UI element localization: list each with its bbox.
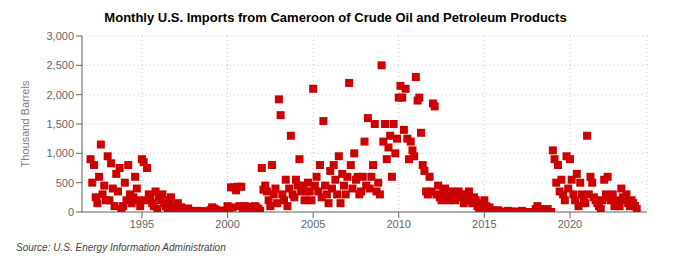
svg-text:Thousand Barrels: Thousand Barrels (19, 80, 31, 167)
svg-text:2020: 2020 (558, 218, 582, 230)
svg-text:1,000: 1,000 (46, 147, 74, 159)
svg-text:2005: 2005 (301, 218, 325, 230)
svg-text:2010: 2010 (387, 218, 411, 230)
svg-text:2,500: 2,500 (46, 59, 74, 71)
svg-text:0: 0 (68, 206, 74, 218)
svg-text:2015: 2015 (472, 218, 496, 230)
html-text:Source: U.S. Energy Informatio: Source: U.S. Energy Information Administ… (16, 242, 226, 253)
svg-text:1995: 1995 (130, 218, 154, 230)
svg-text:500: 500 (56, 177, 74, 189)
svg-text:2,000: 2,000 (46, 89, 74, 101)
svg-text:3,000: 3,000 (46, 30, 74, 42)
svg-text:1,500: 1,500 (46, 118, 74, 130)
html-text:Monthly U.S. Imports from Came: Monthly U.S. Imports from Cameroon of Cr… (104, 10, 567, 25)
svg-text:2000: 2000 (215, 218, 239, 230)
